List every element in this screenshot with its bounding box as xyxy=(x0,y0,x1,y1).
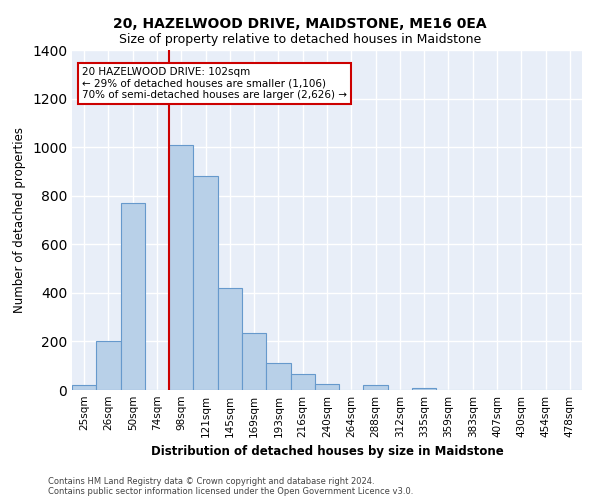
Text: Size of property relative to detached houses in Maidstone: Size of property relative to detached ho… xyxy=(119,32,481,46)
Text: Contains HM Land Registry data © Crown copyright and database right 2024.: Contains HM Land Registry data © Crown c… xyxy=(48,477,374,486)
Bar xyxy=(315,384,339,390)
Bar xyxy=(218,288,242,390)
Bar xyxy=(121,203,145,390)
Text: 20, HAZELWOOD DRIVE, MAIDSTONE, ME16 0EA: 20, HAZELWOOD DRIVE, MAIDSTONE, ME16 0EA xyxy=(113,18,487,32)
Bar xyxy=(96,342,121,390)
Bar xyxy=(169,144,193,390)
Bar xyxy=(412,388,436,390)
Bar xyxy=(193,176,218,390)
Text: Contains public sector information licensed under the Open Government Licence v3: Contains public sector information licen… xyxy=(48,487,413,496)
X-axis label: Distribution of detached houses by size in Maidstone: Distribution of detached houses by size … xyxy=(151,446,503,458)
Y-axis label: Number of detached properties: Number of detached properties xyxy=(13,127,26,313)
Bar xyxy=(290,374,315,390)
Bar xyxy=(266,364,290,390)
Text: 20 HAZELWOOD DRIVE: 102sqm
← 29% of detached houses are smaller (1,106)
70% of s: 20 HAZELWOOD DRIVE: 102sqm ← 29% of deta… xyxy=(82,67,347,100)
Bar xyxy=(72,385,96,390)
Bar xyxy=(242,333,266,390)
Bar xyxy=(364,385,388,390)
